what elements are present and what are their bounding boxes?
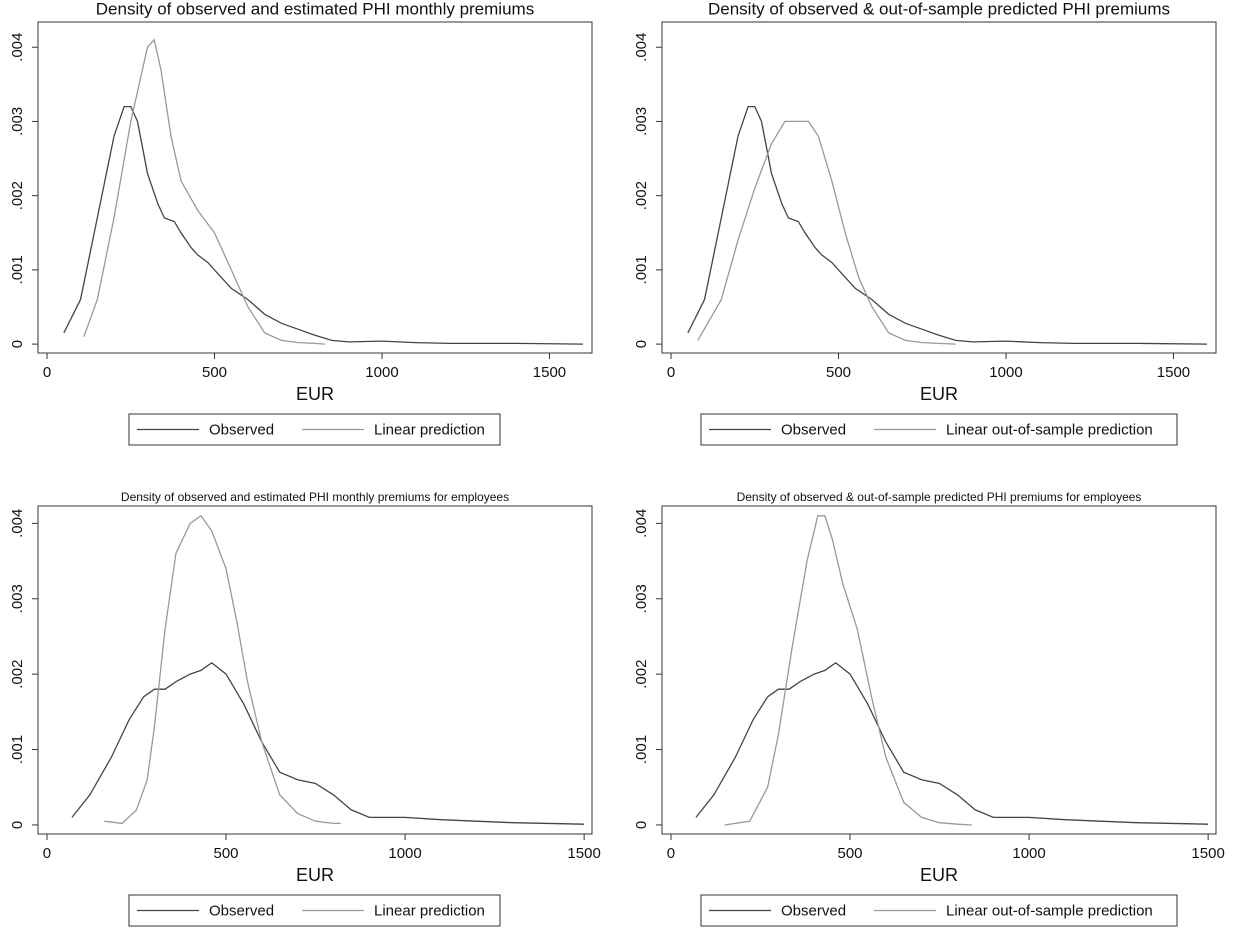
legend-label: Linear prediction <box>374 421 485 438</box>
x-tick-label: 500 <box>202 364 227 381</box>
x-tick-label: 0 <box>667 845 675 862</box>
x-tick-label: 1500 <box>567 845 600 862</box>
x-tick-label: 0 <box>43 845 51 862</box>
x-tick-label: 500 <box>213 845 238 862</box>
panel: Density of observed and estimated PHI mo… <box>9 490 601 927</box>
panel: Density of observed & out-of-sample pred… <box>633 490 1225 927</box>
x-tick-label: 500 <box>826 364 851 381</box>
y-tick-label: .001 <box>9 255 26 284</box>
legend-label: Observed <box>781 902 846 919</box>
plot-frame <box>661 21 1217 354</box>
legend-label: Linear prediction <box>374 902 485 919</box>
chart-title: Density of observed & out-of-sample pred… <box>708 0 1170 18</box>
y-tick-label: .003 <box>9 107 26 136</box>
density-line <box>71 661 585 825</box>
y-tick-label: .001 <box>633 735 650 764</box>
y-tick-label: .004 <box>633 509 650 538</box>
plot-frame <box>37 21 593 354</box>
chart-title: Density of observed and estimated PHI mo… <box>121 490 509 504</box>
x-axis-label: EUR <box>296 865 334 885</box>
density-line <box>104 514 341 825</box>
density-line <box>695 661 1209 825</box>
y-tick-label: 0 <box>9 340 26 348</box>
legend-label: Observed <box>781 421 846 438</box>
x-tick-label: 1000 <box>989 364 1022 381</box>
legend-label: Linear out-of-sample prediction <box>946 902 1153 919</box>
y-tick-label: .001 <box>9 735 26 764</box>
y-tick-label: .002 <box>9 181 26 210</box>
y-tick-label: .002 <box>633 660 650 689</box>
x-tick-label: 1500 <box>533 364 566 381</box>
plot-frame <box>661 505 1217 835</box>
panel: Density of observed & out-of-sample pred… <box>633 0 1217 446</box>
density-line <box>724 515 972 826</box>
y-tick-label: .003 <box>633 584 650 613</box>
y-tick-label: .002 <box>633 181 650 210</box>
y-tick-label: .004 <box>9 509 26 538</box>
chart-title: Density of observed and estimated PHI mo… <box>96 0 534 18</box>
x-tick-label: 0 <box>43 364 51 381</box>
x-tick-label: 1000 <box>1012 845 1045 862</box>
y-tick-label: .002 <box>9 660 26 689</box>
x-tick-label: 1500 <box>1191 845 1224 862</box>
y-tick-label: .003 <box>633 107 650 136</box>
y-tick-label: .004 <box>633 33 650 62</box>
y-tick-label: 0 <box>9 821 26 829</box>
plot-frame <box>37 505 593 835</box>
x-tick-label: 1500 <box>1157 364 1190 381</box>
y-tick-label: .001 <box>633 255 650 284</box>
legend-label: Observed <box>209 902 274 919</box>
x-axis-label: EUR <box>296 384 334 404</box>
y-tick-label: .003 <box>9 584 26 613</box>
legend-box <box>700 894 1178 927</box>
x-tick-label: 0 <box>667 364 675 381</box>
x-tick-label: 1000 <box>365 364 398 381</box>
legend-label: Observed <box>209 421 274 438</box>
panel: Density of observed and estimated PHI mo… <box>9 0 593 446</box>
y-tick-label: 0 <box>633 821 650 829</box>
x-tick-label: 1000 <box>388 845 421 862</box>
x-axis-label: EUR <box>920 384 958 404</box>
legend-box <box>700 413 1178 446</box>
x-axis-label: EUR <box>920 865 958 885</box>
chart-title: Density of observed & out-of-sample pred… <box>737 490 1142 504</box>
legend-label: Linear out-of-sample prediction <box>946 421 1153 438</box>
y-tick-label: .004 <box>9 33 26 62</box>
density-line <box>83 38 326 345</box>
y-tick-label: 0 <box>633 340 650 348</box>
density-line <box>697 120 956 345</box>
density-line <box>63 105 584 345</box>
density-line <box>687 105 1208 345</box>
x-tick-label: 500 <box>837 845 862 862</box>
